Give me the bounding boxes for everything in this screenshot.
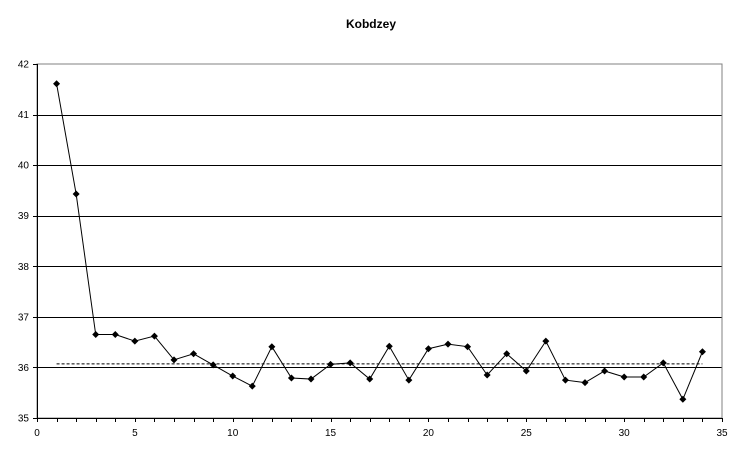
data-point-1 [53, 80, 61, 88]
data-point-3 [92, 331, 100, 339]
data-point-22 [464, 343, 472, 351]
data-point-10 [229, 372, 237, 380]
y-tick-label-38: 38 [18, 262, 30, 273]
data-point-16 [346, 359, 354, 367]
y-tick-label-39: 39 [18, 211, 30, 222]
data-point-2 [72, 190, 80, 198]
plot-area-border [36, 63, 723, 419]
x-tick-label-20: 20 [423, 428, 435, 439]
y-tick-label-37: 37 [18, 312, 30, 323]
data-point-31 [640, 373, 648, 381]
data-point-14 [307, 375, 315, 383]
x-tick-label-30: 30 [619, 428, 631, 439]
data-point-24 [503, 350, 511, 358]
x-tick-label-15: 15 [325, 428, 337, 439]
data-point-11 [248, 382, 256, 390]
data-point-19 [405, 376, 413, 384]
y-tick-label-40: 40 [18, 161, 30, 172]
data-point-29 [601, 367, 609, 375]
y-tick-label-41: 41 [18, 110, 30, 121]
tick-labels: 35 36 37 38 39 40 41 42 0 5 10 15 20 25 30 35 [18, 60, 728, 440]
data-point-7 [170, 356, 178, 364]
y-tick-label-42: 42 [18, 60, 30, 71]
series-layer [53, 80, 706, 403]
data-point-17 [366, 375, 374, 383]
chart-title: Kobdzey [346, 17, 396, 31]
gridlines [37, 115, 722, 368]
data-point-20 [424, 345, 432, 353]
data-point-9 [209, 361, 217, 369]
data-point-5 [131, 337, 139, 345]
data-point-15 [327, 360, 335, 368]
data-point-6 [150, 332, 158, 340]
data-point-23 [483, 371, 491, 379]
x-tick-label-35: 35 [716, 428, 728, 439]
data-point-18 [385, 342, 393, 350]
data-point-26 [542, 337, 550, 345]
data-point-4 [111, 331, 119, 339]
x-tick-label-0: 0 [34, 428, 40, 439]
data-point-25 [522, 367, 530, 375]
data-point-30 [620, 373, 628, 381]
series-line-0 [56, 83, 703, 401]
axes [33, 63, 723, 422]
x-tick-label-10: 10 [227, 428, 239, 439]
y-tick-label-36: 36 [18, 363, 30, 374]
data-point-27 [561, 376, 569, 384]
data-point-12 [268, 343, 276, 351]
data-point-32 [659, 359, 667, 367]
data-point-8 [190, 350, 198, 358]
x-tick-label-25: 25 [521, 428, 533, 439]
data-point-33 [679, 395, 687, 403]
data-point-13 [287, 374, 295, 382]
data-point-28 [581, 379, 589, 387]
y-tick-label-35: 35 [18, 414, 30, 425]
data-point-21 [444, 340, 452, 348]
x-tick-label-5: 5 [132, 428, 138, 439]
data-point-34 [698, 348, 706, 356]
